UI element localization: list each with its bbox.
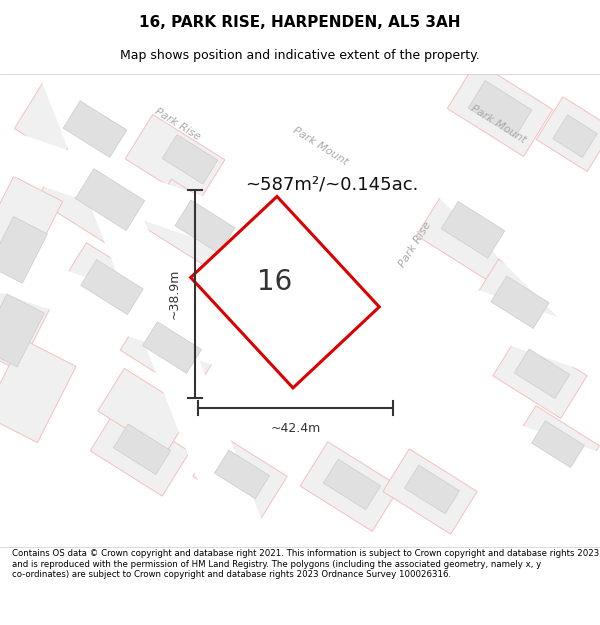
Polygon shape	[0, 217, 47, 283]
Polygon shape	[0, 119, 600, 381]
Text: 16: 16	[257, 268, 293, 296]
Polygon shape	[0, 294, 44, 367]
Polygon shape	[383, 449, 477, 534]
Polygon shape	[0, 260, 59, 371]
Polygon shape	[0, 339, 76, 442]
Polygon shape	[514, 349, 570, 399]
Polygon shape	[491, 276, 549, 328]
Polygon shape	[162, 134, 218, 184]
Polygon shape	[0, 176, 62, 273]
Polygon shape	[125, 114, 225, 204]
Text: Park Rise: Park Rise	[154, 106, 203, 142]
Text: ~38.9m: ~38.9m	[168, 269, 181, 319]
Polygon shape	[57, 242, 163, 338]
Polygon shape	[441, 201, 505, 258]
Polygon shape	[193, 434, 287, 519]
Polygon shape	[323, 459, 380, 510]
Polygon shape	[553, 115, 597, 158]
Text: Park Rise: Park Rise	[397, 220, 433, 269]
Polygon shape	[0, 240, 600, 501]
Polygon shape	[532, 421, 584, 468]
Polygon shape	[175, 200, 235, 253]
Polygon shape	[214, 450, 269, 499]
Polygon shape	[34, 45, 281, 586]
Polygon shape	[416, 186, 524, 284]
Text: Park Mount: Park Mount	[469, 103, 527, 145]
Polygon shape	[447, 61, 553, 156]
Polygon shape	[469, 259, 571, 351]
Text: Map shows position and indicative extent of the property.: Map shows position and indicative extent…	[120, 49, 480, 62]
Polygon shape	[191, 196, 379, 388]
Polygon shape	[113, 424, 170, 474]
Polygon shape	[81, 259, 143, 314]
Polygon shape	[120, 306, 220, 396]
Polygon shape	[511, 406, 599, 487]
Text: Park Mount: Park Mount	[290, 125, 349, 167]
Polygon shape	[313, 36, 600, 343]
Polygon shape	[404, 465, 460, 514]
Text: ~587m²/~0.145ac.: ~587m²/~0.145ac.	[245, 176, 418, 194]
Polygon shape	[143, 322, 202, 373]
Text: Contains OS data © Crown copyright and database right 2021. This information is : Contains OS data © Crown copyright and d…	[12, 549, 599, 579]
Polygon shape	[468, 81, 532, 138]
Polygon shape	[98, 368, 192, 454]
Polygon shape	[14, 79, 125, 179]
Text: ~42.4m: ~42.4m	[271, 422, 320, 435]
Text: 16, PARK RISE, HARPENDEN, AL5 3AH: 16, PARK RISE, HARPENDEN, AL5 3AH	[139, 14, 461, 29]
Polygon shape	[536, 97, 600, 171]
Polygon shape	[142, 179, 248, 274]
Polygon shape	[493, 333, 587, 418]
Polygon shape	[36, 146, 154, 252]
Polygon shape	[75, 169, 145, 231]
Polygon shape	[90, 406, 190, 496]
Polygon shape	[300, 442, 400, 531]
Polygon shape	[63, 101, 127, 158]
